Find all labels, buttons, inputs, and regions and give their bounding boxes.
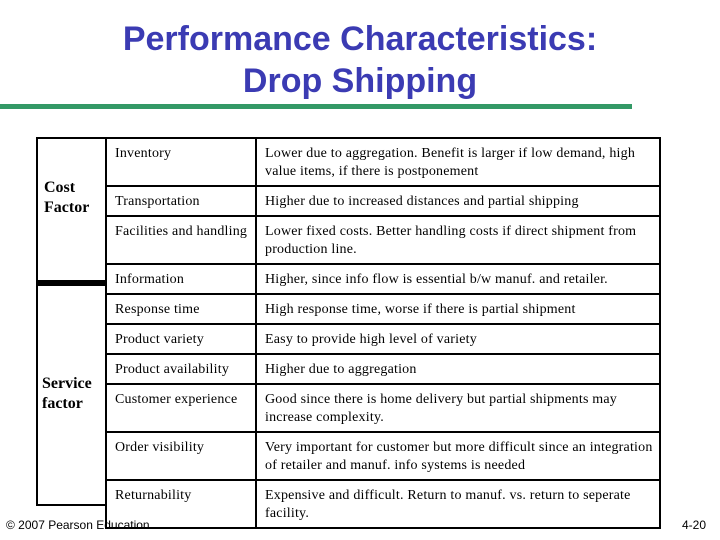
slide-title: Performance Characteristics: Drop Shippi…: [0, 18, 720, 102]
table-row: Order visibility Very important for cust…: [105, 431, 661, 481]
characteristics-table: Inventory Lower due to aggregation. Bene…: [105, 137, 661, 529]
row-item: Facilities and handling: [105, 215, 257, 265]
table-row: Facilities and handling Lower fixed cost…: [105, 215, 661, 265]
row-description: Lower due to aggregation. Benefit is lar…: [255, 137, 661, 187]
row-description: Higher, since info flow is essential b/w…: [255, 263, 661, 295]
row-item: Product variety: [105, 323, 257, 355]
table-row: Transportation Higher due to increased d…: [105, 185, 661, 217]
row-item: Returnability: [105, 479, 257, 529]
row-description: Very important for customer but more dif…: [255, 431, 661, 481]
table-row: Inventory Lower due to aggregation. Bene…: [105, 137, 661, 187]
table-row: Response time High response time, worse …: [105, 293, 661, 325]
service-factor-label: Service factor: [42, 374, 104, 414]
cost-factor-label: Cost Factor: [44, 178, 102, 218]
row-description: Easy to provide high level of variety: [255, 323, 661, 355]
row-description: High response time, worse if there is pa…: [255, 293, 661, 325]
row-item: Response time: [105, 293, 257, 325]
title-line-2: Drop Shipping: [242, 62, 478, 100]
table-row: Returnability Expensive and difficult. R…: [105, 479, 661, 529]
row-item: Transportation: [105, 185, 257, 217]
title-line-1: Performance Characteristics:: [122, 20, 598, 58]
copyright-notice: © 2007 Pearson Education: [6, 518, 150, 532]
table-row: Customer experience Good since there is …: [105, 383, 661, 433]
row-item: Customer experience: [105, 383, 257, 433]
table-row: Information Higher, since info flow is e…: [105, 263, 661, 295]
row-description: Good since there is home delivery but pa…: [255, 383, 661, 433]
row-item: Order visibility: [105, 431, 257, 481]
title-underline: [0, 104, 632, 109]
row-description: Lower fixed costs. Better handling costs…: [255, 215, 661, 265]
row-description: Higher due to increased distances and pa…: [255, 185, 661, 217]
row-item: Inventory: [105, 137, 257, 187]
table-row: Product variety Easy to provide high lev…: [105, 323, 661, 355]
row-description: Higher due to aggregation: [255, 353, 661, 385]
page-number: 4-20: [681, 518, 706, 532]
row-item: Product availability: [105, 353, 257, 385]
row-description: Expensive and difficult. Return to manuf…: [255, 479, 661, 529]
row-item: Information: [105, 263, 257, 295]
table-row: Product availability Higher due to aggre…: [105, 353, 661, 385]
